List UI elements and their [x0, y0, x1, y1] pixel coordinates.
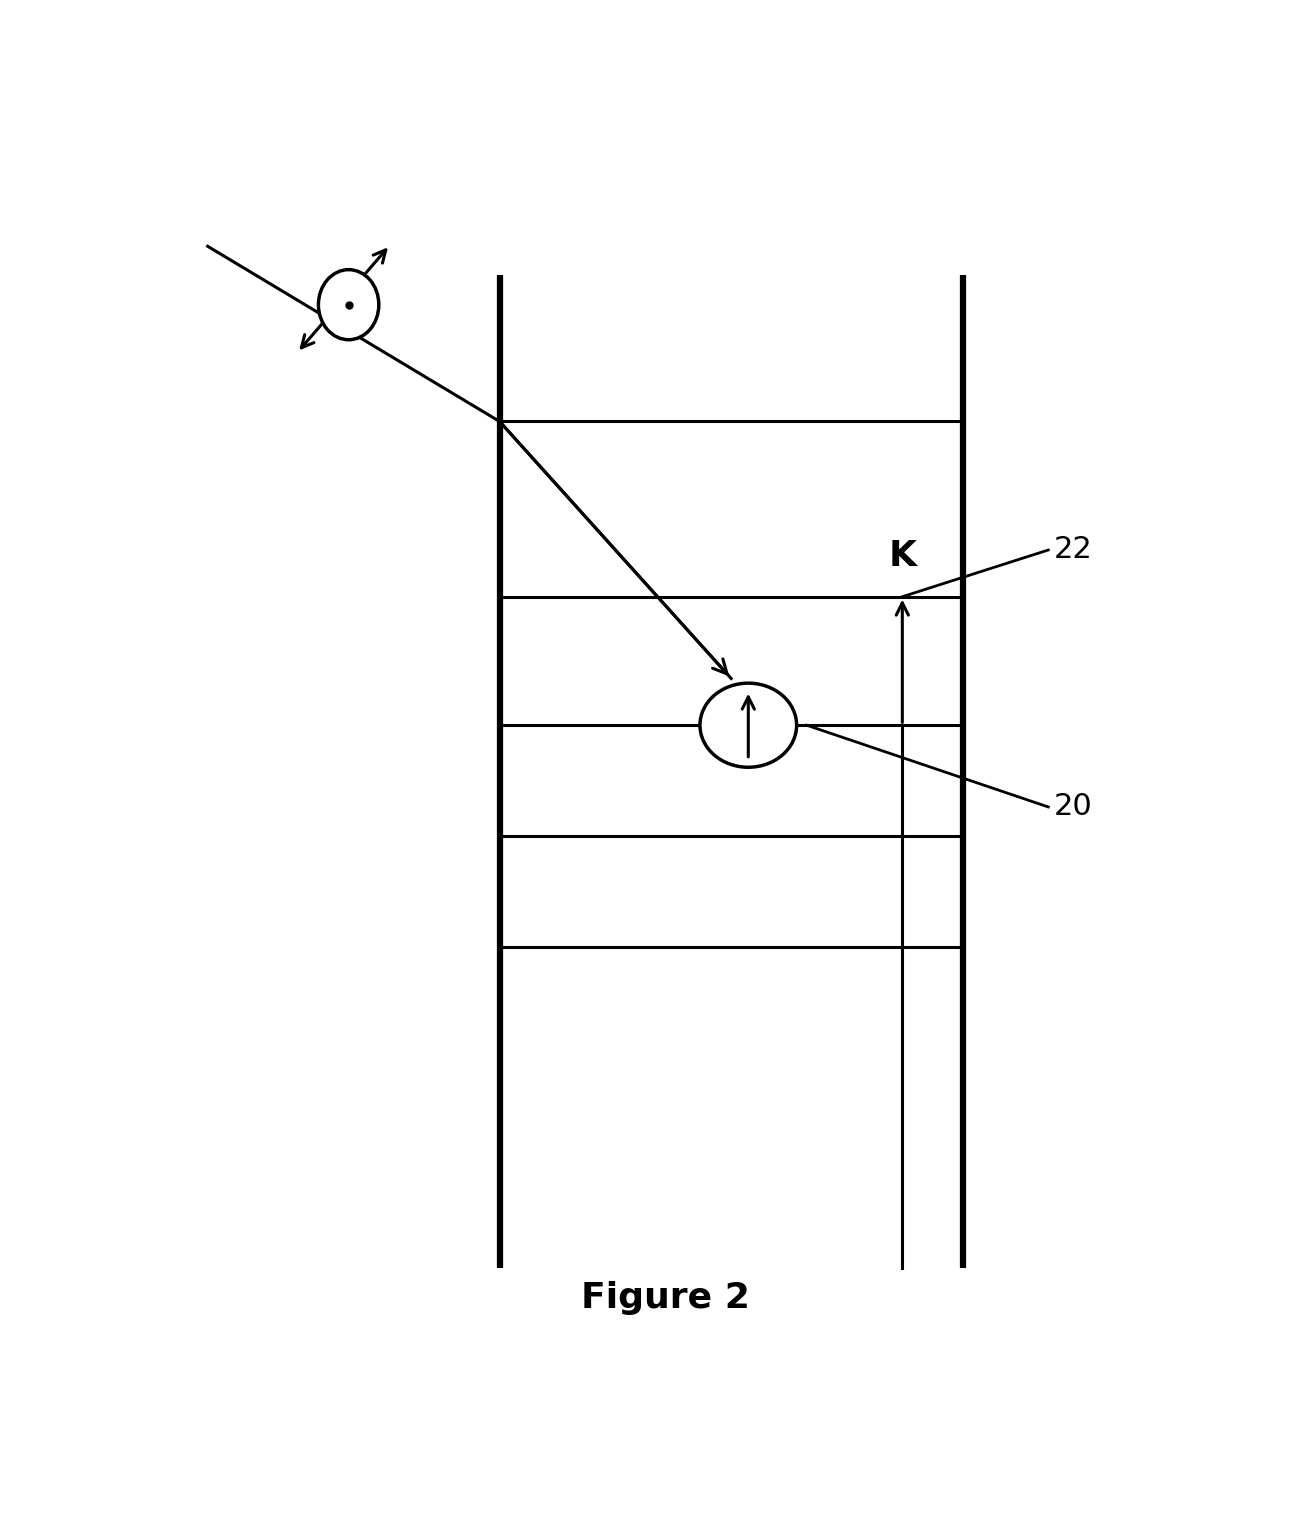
Text: 22: 22	[1053, 536, 1092, 564]
Text: K: K	[889, 540, 916, 573]
Ellipse shape	[700, 683, 796, 768]
Text: Figure 2: Figure 2	[581, 1280, 751, 1315]
Text: 20: 20	[1053, 792, 1092, 822]
Circle shape	[318, 270, 379, 340]
